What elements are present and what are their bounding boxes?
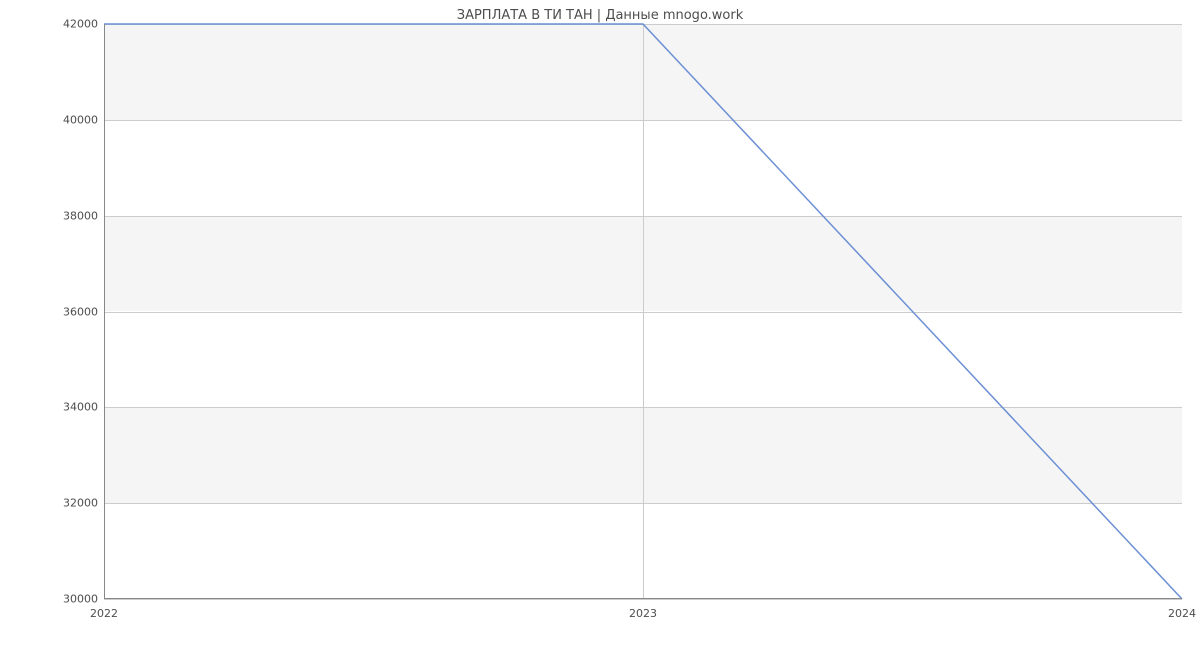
ytick-label: 30000 — [44, 593, 98, 606]
axis-left — [104, 24, 105, 599]
ytick-label: 40000 — [44, 113, 98, 126]
xtick-label: 2023 — [613, 607, 673, 620]
ytick-label: 32000 — [44, 497, 98, 510]
axis-bottom — [104, 598, 1182, 599]
ytick-label: 34000 — [44, 401, 98, 414]
ytick-label: 38000 — [44, 209, 98, 222]
xtick-label: 2024 — [1152, 607, 1200, 620]
ytick-label: 42000 — [44, 18, 98, 31]
xtick-label: 2022 — [74, 607, 134, 620]
series-svg — [104, 24, 1182, 599]
series-line-salary — [104, 24, 1182, 599]
chart-title: ЗАРПЛАТА В ТИ ТАН | Данные mnogo.work — [0, 8, 1200, 23]
ytick-label: 36000 — [44, 305, 98, 318]
chart-container: ЗАРПЛАТА В ТИ ТАН | Данные mnogo.work 30… — [0, 0, 1200, 650]
plot-area: 3000032000340003600038000400004200020222… — [104, 24, 1182, 599]
gridline-y — [104, 599, 1182, 600]
